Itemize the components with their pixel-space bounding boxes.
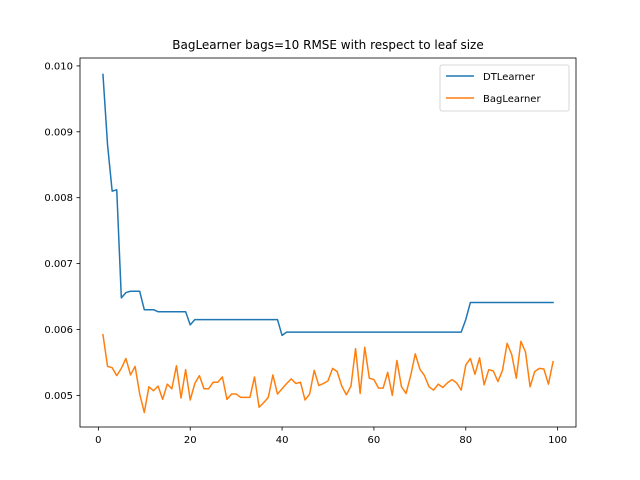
plot-area: [79, 57, 577, 428]
y-tick-label: 0.005: [44, 391, 73, 402]
series-line-baglearner: [102, 333, 554, 414]
x-axis: 0 20 40 60 80 100: [95, 427, 567, 446]
legend-label-dtlearner: DTLearner: [483, 72, 536, 83]
y-tick-label: 0.009: [44, 127, 73, 138]
y-axis: 0.005 0.006 0.007 0.008 0.009 0.010: [44, 61, 80, 402]
x-tick-label: 80: [459, 435, 472, 446]
series-layer: [102, 73, 554, 414]
chart-title: BagLearner bags=10 RMSE with respect to …: [172, 38, 484, 52]
series-line-dtlearner: [102, 73, 554, 337]
x-tick-label: 100: [548, 435, 567, 446]
plot-frame: [79, 57, 577, 428]
legend-label-baglearner: BagLearner: [483, 94, 541, 105]
x-tick-label: 20: [184, 435, 197, 446]
y-tick-label: 0.010: [44, 61, 73, 72]
y-tick-label: 0.007: [44, 259, 73, 270]
x-tick-label: 60: [368, 435, 381, 446]
y-tick-label: 0.008: [44, 193, 73, 204]
x-tick-label: 0: [95, 435, 101, 446]
x-tick-label: 40: [276, 435, 289, 446]
y-tick-label: 0.006: [44, 325, 73, 336]
legend: DTLearner BagLearner: [439, 64, 570, 112]
